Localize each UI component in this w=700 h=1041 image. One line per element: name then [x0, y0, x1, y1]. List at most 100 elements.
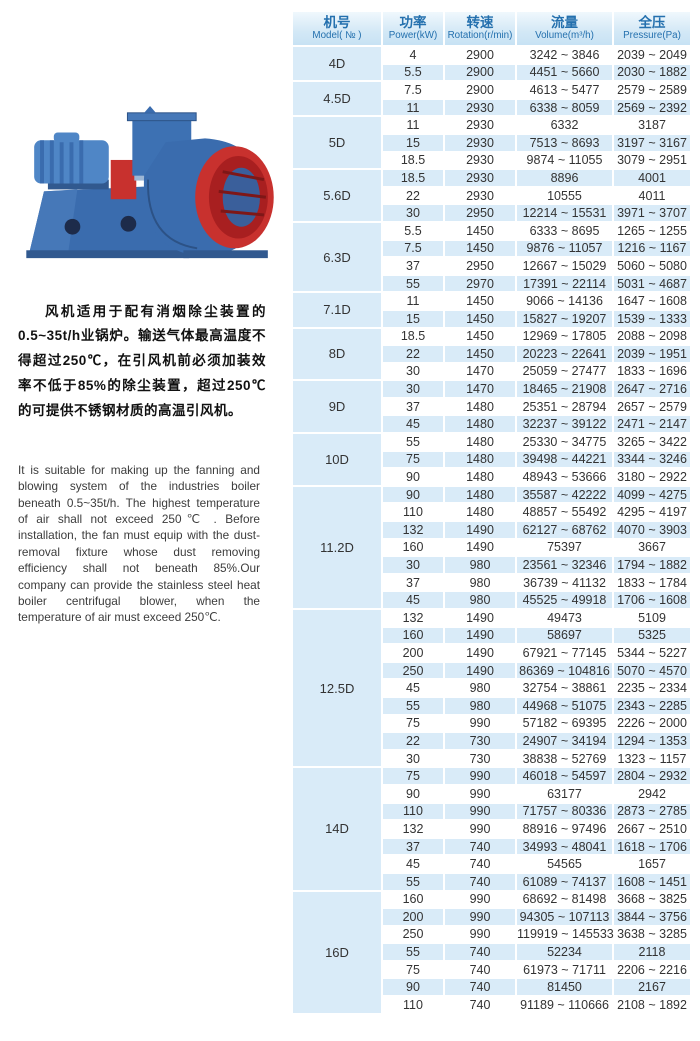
rotation-cell: 1480: [445, 486, 515, 503]
power-cell: 75: [383, 768, 443, 784]
table-row: 55 2970 17391 ~ 22114 5031 ~ 4687: [293, 275, 690, 292]
table-row: 200 1490 67921 ~ 77145 5344 ~ 5227: [293, 645, 690, 661]
volume-cell: 7513 ~ 8693: [517, 134, 612, 151]
pressure-cell: 3265 ~ 3422: [614, 434, 690, 450]
volume-cell: 63177: [517, 785, 612, 802]
power-cell: 250: [383, 926, 443, 943]
english-description: It is suitable for making up the fanning…: [18, 462, 260, 625]
table-row: 110 990 71757 ~ 80336 2873 ~ 2785: [293, 803, 690, 820]
pressure-cell: 2657 ~ 2579: [614, 398, 690, 415]
power-cell: 75: [383, 961, 443, 978]
table-row: 75 740 61973 ~ 71711 2206 ~ 2216: [293, 961, 690, 978]
rotation-cell: 2950: [445, 258, 515, 274]
table-row: 15 1450 15827 ~ 19207 1539 ~ 1333: [293, 310, 690, 327]
power-cell: 30: [383, 381, 443, 397]
volume-cell: 86369 ~ 104816: [517, 662, 612, 679]
pressure-cell: 4070 ~ 3903: [614, 522, 690, 538]
power-cell: 55: [383, 434, 443, 450]
volume-cell: 25351 ~ 28794: [517, 398, 612, 415]
pressure-cell: 2804 ~ 2932: [614, 768, 690, 784]
volume-cell: 32754 ~ 38861: [517, 680, 612, 696]
rotation-cell: 1490: [445, 610, 515, 626]
rotation-cell: 1480: [445, 469, 515, 485]
pressure-cell: 4295 ~ 4197: [614, 504, 690, 521]
table-row: 14D 75 990 46018 ~ 54597 2804 ~ 2932: [293, 768, 690, 890]
table-row: 5.6D 18.5 2930 8896 4001: [293, 170, 690, 221]
pressure-cell: 1618 ~ 1706: [614, 838, 690, 855]
rotation-cell: 1480: [445, 434, 515, 450]
power-cell: 30: [383, 205, 443, 221]
volume-cell: 38838 ~ 52769: [517, 750, 612, 767]
table-row: 55 740 61089 ~ 74137 1608 ~ 1451: [293, 873, 690, 890]
table-row: 22 1450 20223 ~ 22641 2039 ~ 1951: [293, 346, 690, 362]
model-cell: 7.1D: [293, 293, 381, 327]
rotation-cell: 990: [445, 821, 515, 837]
rotation-cell: 1490: [445, 627, 515, 644]
rotation-cell: 2930: [445, 170, 515, 186]
pressure-cell: 1706 ~ 1608: [614, 592, 690, 608]
volume-cell: 94305 ~ 107113: [517, 909, 612, 925]
table-row: 37 980 36739 ~ 41132 1833 ~ 1784: [293, 574, 690, 591]
power-cell: 45: [383, 680, 443, 696]
pressure-cell: 1539 ~ 1333: [614, 310, 690, 327]
table-row: 10D 55 1480 25330 ~ 34775 3265 ~ 3422: [293, 434, 690, 485]
power-cell: 132: [383, 610, 443, 626]
pressure-cell: 2667 ~ 2510: [614, 821, 690, 837]
model-cell: 10D: [293, 434, 381, 485]
table-row: 5D 11 2930 6332 3187: [293, 117, 690, 169]
rotation-cell: 1450: [445, 222, 515, 239]
rotation-cell: 2930: [445, 134, 515, 151]
header-power: 功率 Power(kW): [383, 12, 443, 45]
table-row: 90 740 81450 2167: [293, 979, 690, 996]
volume-cell: 48943 ~ 53666: [517, 469, 612, 485]
housing-seam: [147, 179, 198, 250]
rotation-cell: 990: [445, 768, 515, 784]
rotation-cell: 1450: [445, 328, 515, 345]
volume-cell: 45525 ~ 49918: [517, 592, 612, 608]
power-cell: 55: [383, 944, 443, 960]
table-row: 22 2930 10555 4011: [293, 187, 690, 204]
volume-cell: 35587 ~ 42222: [517, 486, 612, 503]
volume-cell: 4613 ~ 5477: [517, 82, 612, 98]
rotation-cell: 2930: [445, 99, 515, 116]
pressure-cell: 2569 ~ 2392: [614, 99, 690, 116]
volume-cell: 46018 ~ 54597: [517, 768, 612, 784]
table-row: 37 2950 12667 ~ 15029 5060 ~ 5080: [293, 258, 690, 274]
rotation-cell: 2950: [445, 205, 515, 221]
rotation-cell: 990: [445, 785, 515, 802]
volume-cell: 75397: [517, 539, 612, 556]
rotation-cell: 1480: [445, 451, 515, 468]
power-cell: 30: [383, 750, 443, 767]
pressure-cell: 2088 ~ 2098: [614, 328, 690, 345]
header-volume-en: Volume(m³/h): [535, 30, 594, 41]
table-row: 75 990 57182 ~ 69395 2226 ~ 2000: [293, 715, 690, 732]
table-row: 11 2930 6338 ~ 8059 2569 ~ 2392: [293, 99, 690, 116]
rotation-cell: 740: [445, 856, 515, 872]
power-cell: 37: [383, 258, 443, 274]
pressure-cell: 2039 ~ 1951: [614, 346, 690, 362]
rotation-cell: 740: [445, 997, 515, 1013]
power-cell: 200: [383, 645, 443, 661]
pressure-cell: 3197 ~ 3167: [614, 134, 690, 151]
power-cell: 75: [383, 451, 443, 468]
power-cell: 132: [383, 522, 443, 538]
rotation-cell: 990: [445, 803, 515, 820]
lifting-lug: [144, 105, 156, 113]
table-row: 15 2930 7513 ~ 8693 3197 ~ 3167: [293, 134, 690, 151]
model-cell: 5.6D: [293, 170, 381, 221]
power-cell: 30: [383, 363, 443, 380]
volume-cell: 25330 ~ 34775: [517, 434, 612, 450]
volume-cell: 61973 ~ 71711: [517, 961, 612, 978]
volume-cell: 12214 ~ 15531: [517, 205, 612, 221]
motor-fin-3: [59, 140, 64, 184]
table-row: 30 980 23561 ~ 32346 1794 ~ 1882: [293, 557, 690, 573]
pressure-cell: 4011: [614, 187, 690, 204]
pressure-cell: 2226 ~ 2000: [614, 715, 690, 732]
rotation-cell: 2930: [445, 117, 515, 133]
pressure-cell: 1794 ~ 1882: [614, 557, 690, 573]
outlet-flange: [126, 112, 197, 122]
volume-cell: 4451 ~ 5660: [517, 64, 612, 81]
volume-cell: 15827 ~ 19207: [517, 310, 612, 327]
rotation-cell: 980: [445, 697, 515, 714]
pressure-cell: 5344 ~ 5227: [614, 645, 690, 661]
